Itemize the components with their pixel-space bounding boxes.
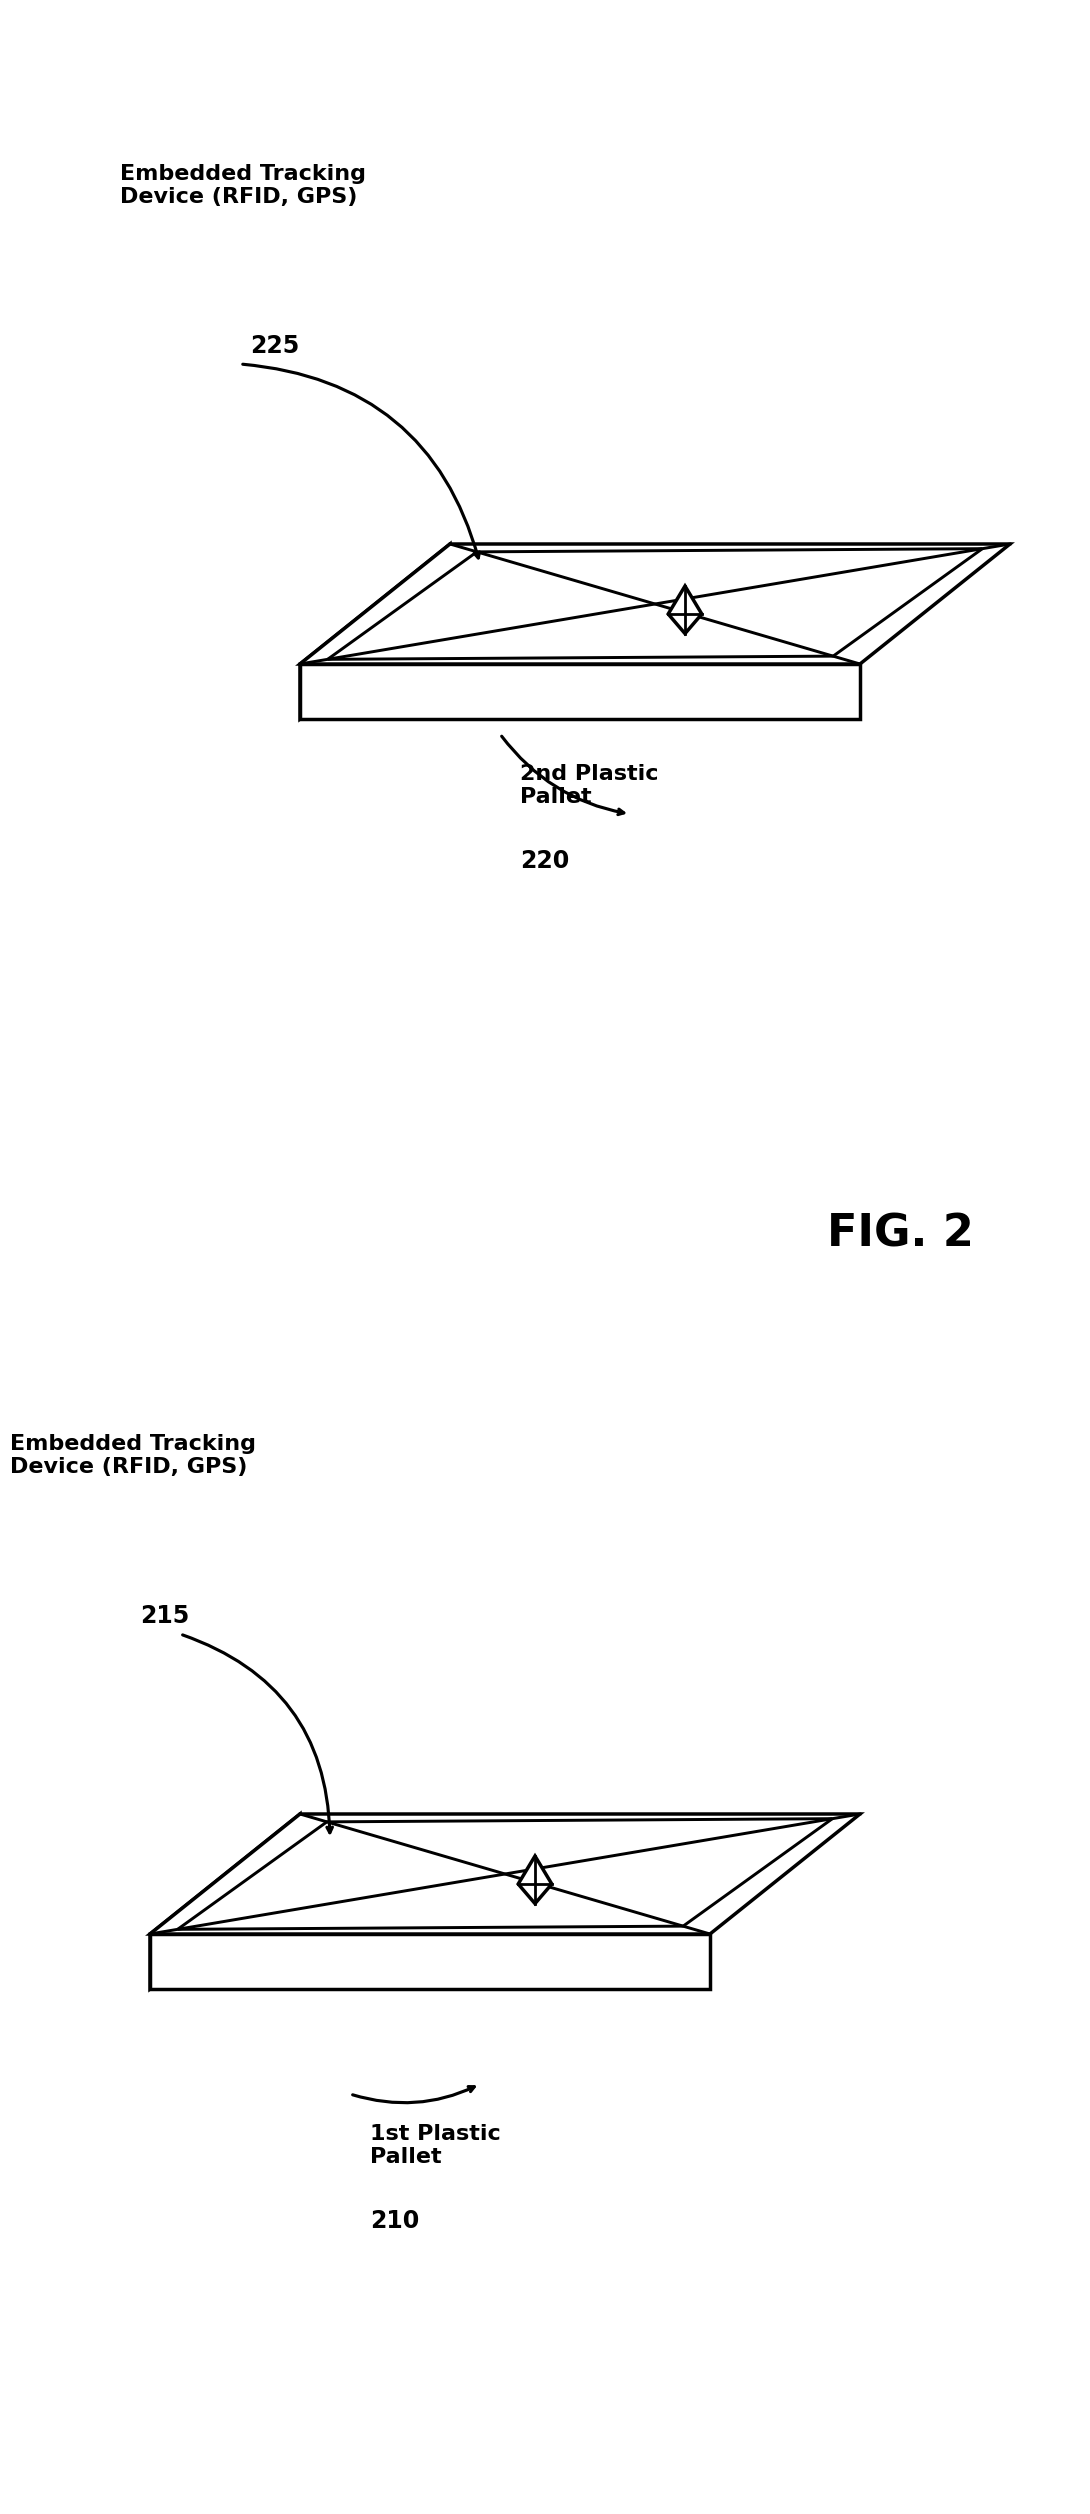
Polygon shape [518, 1855, 552, 1903]
Polygon shape [300, 543, 1010, 664]
Polygon shape [150, 1815, 300, 1989]
Text: 2nd Plastic
Pallet: 2nd Plastic Pallet [520, 764, 658, 807]
Polygon shape [668, 586, 702, 634]
Text: 220: 220 [520, 850, 569, 872]
Text: 210: 210 [370, 2210, 420, 2232]
Polygon shape [300, 543, 450, 719]
Text: 225: 225 [250, 334, 300, 357]
Polygon shape [150, 1815, 860, 1933]
Polygon shape [150, 1933, 710, 1989]
Text: 215: 215 [140, 1604, 190, 1629]
Text: Embedded Tracking
Device (RFID, GPS): Embedded Tracking Device (RFID, GPS) [10, 1433, 256, 1478]
Text: 1st Plastic
Pallet: 1st Plastic Pallet [370, 2124, 500, 2167]
Text: Embedded Tracking
Device (RFID, GPS): Embedded Tracking Device (RFID, GPS) [120, 163, 366, 206]
Polygon shape [300, 664, 860, 719]
Text: FIG. 2: FIG. 2 [826, 1212, 973, 1254]
